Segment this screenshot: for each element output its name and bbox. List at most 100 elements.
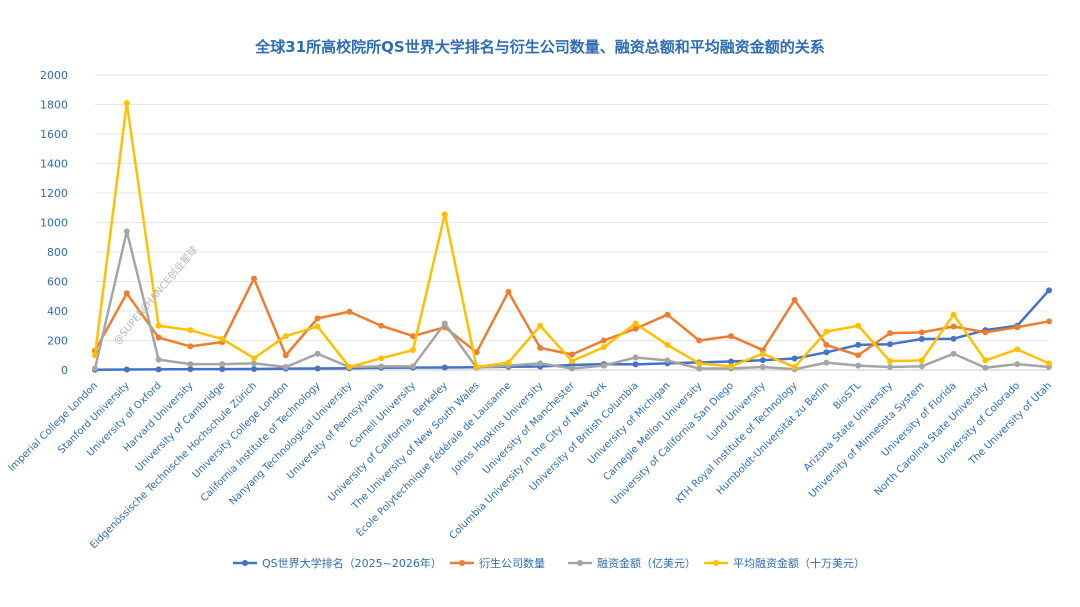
data-point (378, 322, 385, 329)
data-point (155, 366, 162, 373)
data-point (1046, 287, 1052, 294)
data-point (219, 361, 226, 368)
y-tick-label: 600 (47, 276, 68, 289)
x-tick-label: University of Minnesota System (807, 380, 927, 500)
data-point (632, 354, 639, 361)
data-point (155, 322, 162, 329)
y-tick-label: 200 (47, 335, 68, 348)
data-point (251, 365, 257, 372)
data-point (918, 336, 925, 343)
y-tick-label: 1800 (40, 99, 68, 112)
data-point (918, 329, 925, 336)
series-layer (92, 100, 1052, 373)
data-point (696, 337, 703, 344)
legend-item: 融资金额（亿美元） (568, 556, 696, 570)
data-point (887, 364, 893, 371)
x-tick-label: University of California, Berkeley (326, 380, 450, 504)
data-point (378, 363, 385, 370)
legend-marker (459, 560, 465, 566)
series-1 (92, 275, 1052, 359)
legend-marker (242, 560, 248, 566)
data-point (759, 357, 766, 364)
y-tick-label: 2000 (40, 69, 68, 82)
data-point (664, 311, 671, 318)
data-point (378, 355, 385, 362)
x-tick-label: BioSTL (832, 380, 864, 412)
y-tick-label: 1400 (40, 158, 68, 171)
data-point (187, 366, 194, 373)
data-point (791, 364, 798, 371)
data-point (569, 358, 575, 365)
y-axis: 0 200 400 600 800 1000 1200 1400 1600 1800 2000 (40, 69, 68, 377)
data-point (123, 366, 130, 373)
data-point (314, 365, 321, 372)
data-point (887, 330, 893, 337)
data-point (855, 352, 862, 359)
data-point (950, 350, 957, 357)
data-point (759, 350, 766, 357)
series-line (93, 101, 1051, 369)
data-point (441, 364, 448, 371)
data-point (537, 322, 544, 329)
legend-label: QS世界大学排名（2025~2026年） (262, 556, 442, 570)
data-point (823, 359, 830, 366)
legend: QS世界大学排名（2025~2026年） 衍生公司数量 融资金额（亿美元） 平均融资金… (233, 556, 865, 570)
data-point (982, 329, 989, 336)
data-point (600, 362, 607, 369)
data-point (219, 336, 226, 343)
data-point (251, 275, 257, 282)
data-point (441, 320, 448, 327)
data-point (855, 322, 862, 329)
data-point (759, 364, 766, 371)
data-point (950, 311, 957, 318)
data-point (728, 333, 734, 340)
data-point (855, 341, 862, 348)
data-point (887, 358, 893, 365)
data-point (632, 325, 639, 332)
data-point (1014, 324, 1021, 331)
data-point (950, 323, 957, 330)
data-point (982, 357, 989, 364)
data-point (473, 364, 480, 371)
data-point (728, 358, 734, 365)
data-point (187, 343, 194, 350)
legend-marker (713, 560, 719, 566)
y-tick-label: 1200 (40, 187, 68, 200)
data-point (219, 366, 226, 373)
data-point (728, 363, 734, 370)
data-point (569, 365, 575, 372)
data-point (314, 315, 321, 322)
data-point (410, 333, 416, 340)
data-point (346, 364, 353, 371)
data-point (569, 351, 575, 358)
data-point (92, 365, 98, 372)
data-point (155, 334, 162, 341)
data-point (92, 352, 98, 359)
data-point (887, 341, 893, 348)
data-point (1046, 318, 1052, 325)
series-line (93, 289, 1051, 371)
data-point (155, 356, 162, 363)
data-point (1014, 346, 1021, 353)
data-point (282, 364, 289, 371)
data-point (696, 365, 703, 372)
data-point (982, 364, 989, 371)
data-point (314, 323, 321, 330)
data-point (823, 341, 830, 348)
data-point (791, 355, 798, 362)
legend-label: 衍生公司数量 (479, 556, 545, 570)
data-point (664, 341, 671, 348)
data-point (918, 363, 925, 370)
data-point (251, 355, 257, 362)
data-point (251, 360, 257, 367)
legend-item: 衍生公司数量 (450, 556, 545, 570)
data-point (282, 333, 289, 340)
data-point (505, 288, 512, 295)
data-point (823, 349, 830, 356)
legend-item: 平均融资金额（十万美元） (704, 556, 865, 570)
legend-marker (577, 560, 583, 566)
data-point (123, 100, 130, 107)
